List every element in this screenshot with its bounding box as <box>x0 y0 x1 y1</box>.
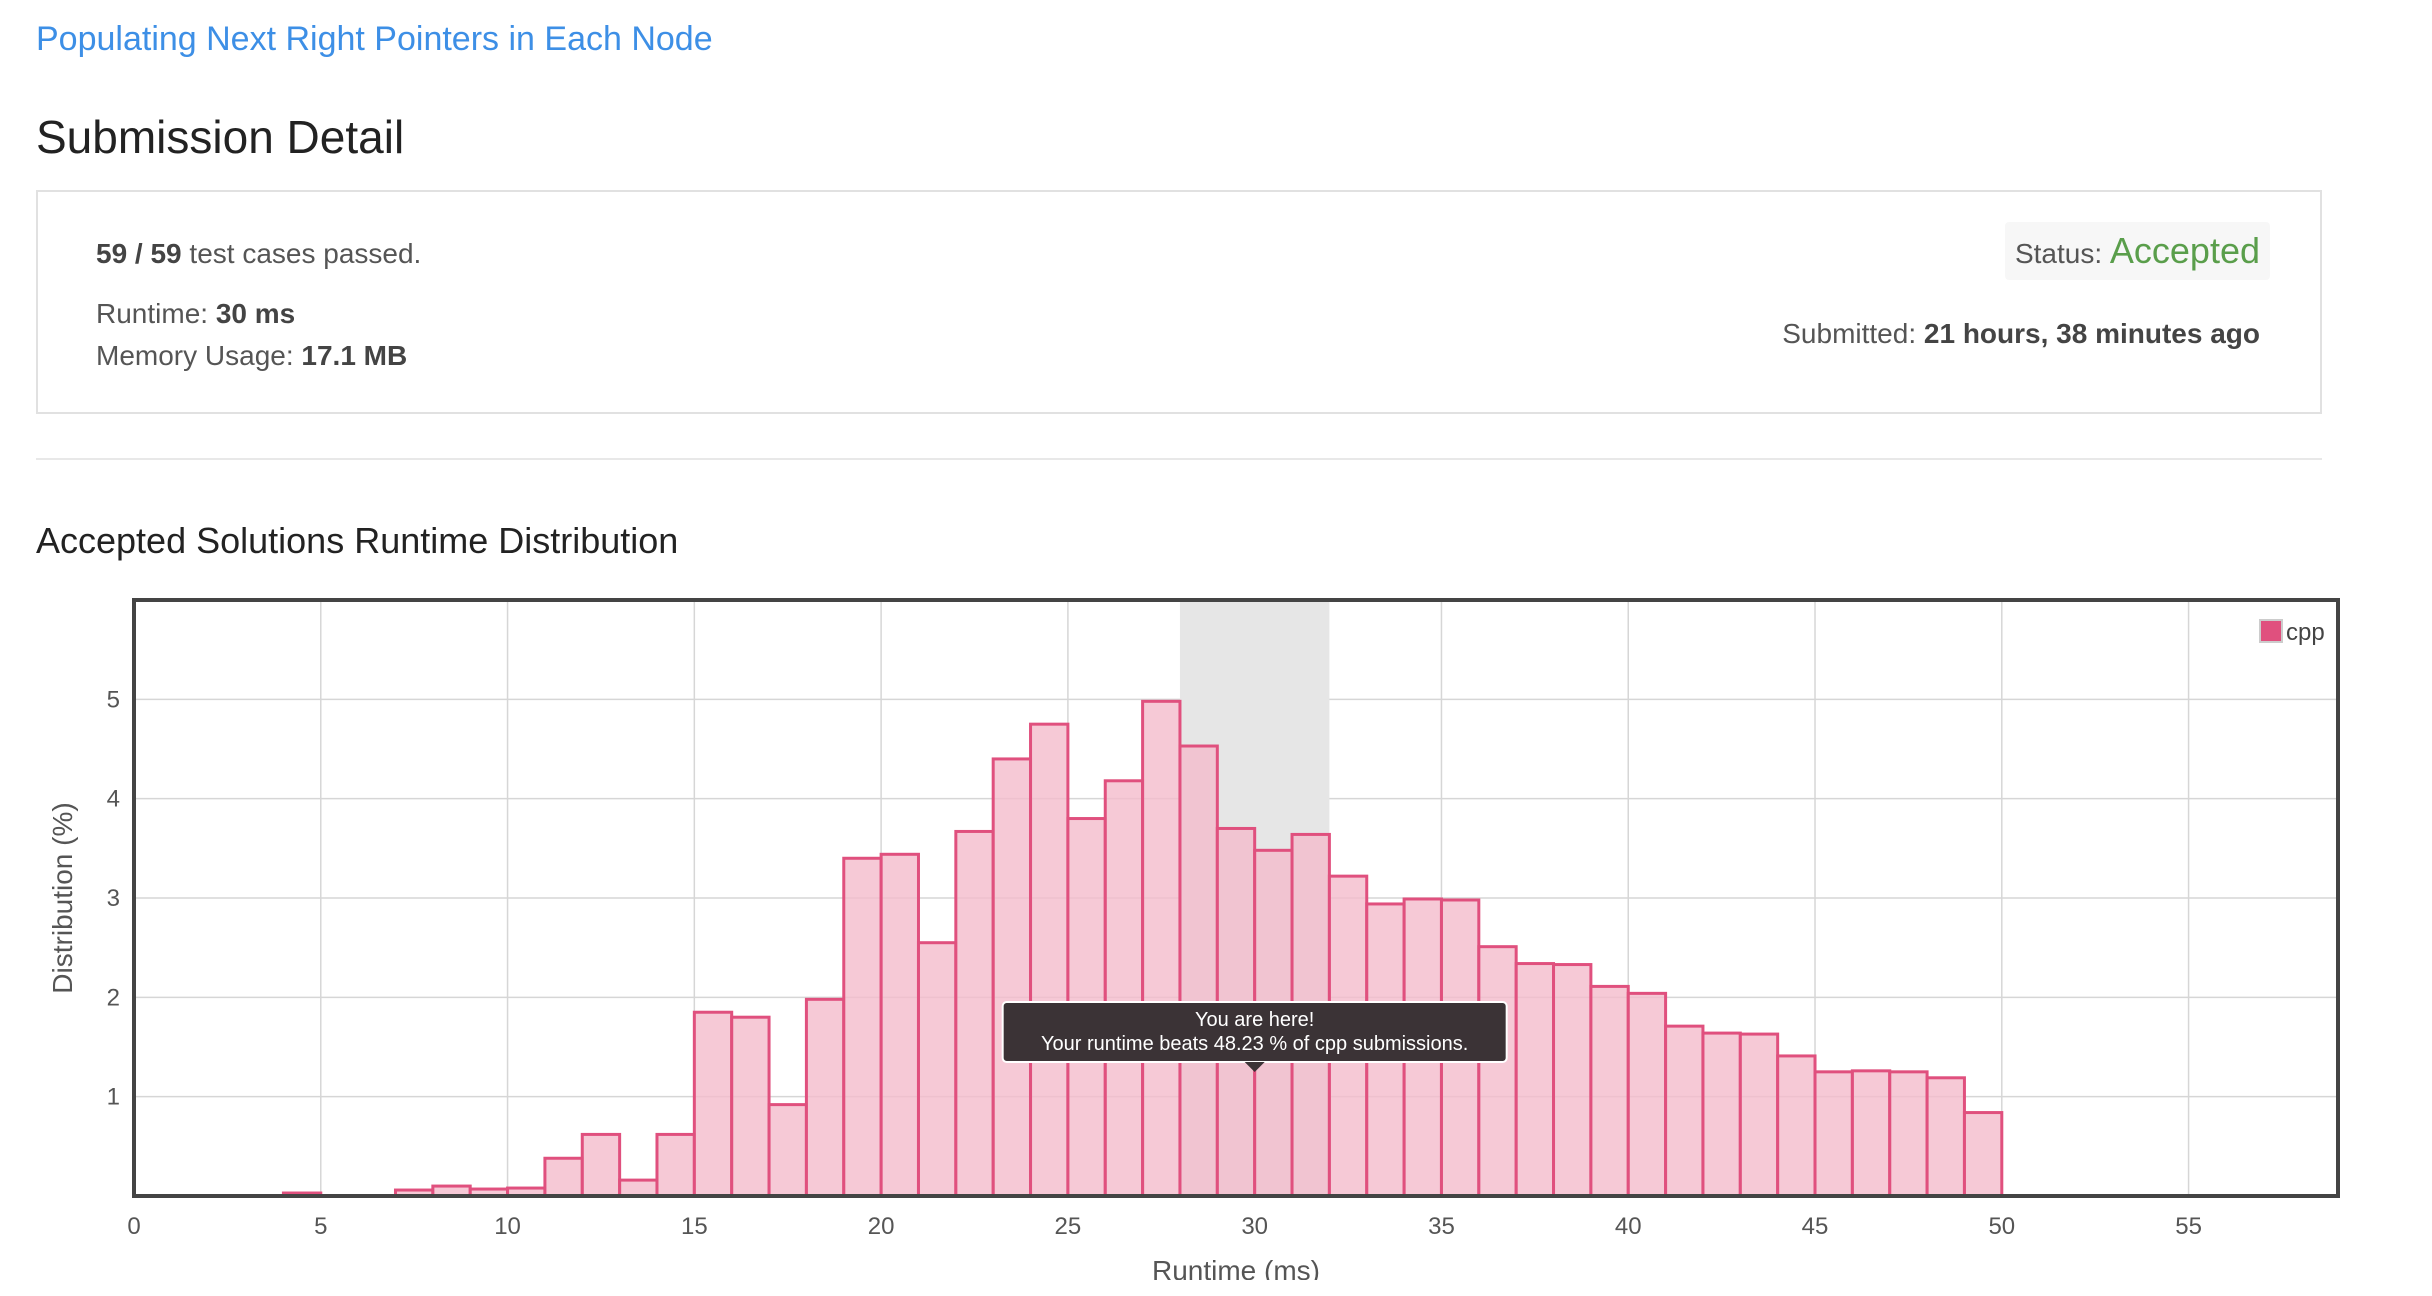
histogram-bar[interactable] <box>1626 991 1668 1198</box>
x-tick-label: 45 <box>1802 1213 1829 1240</box>
status-row: Status: Accepted <box>2004 222 2270 280</box>
x-tick-label: 40 <box>1615 1213 1642 1240</box>
histogram-bar[interactable] <box>730 1015 771 1198</box>
x-tick-label: 25 <box>1055 1213 1082 1240</box>
problem-title-link[interactable]: Populating Next Right Pointers in Each N… <box>36 20 713 58</box>
histogram-bar[interactable] <box>543 1156 584 1198</box>
histogram-bar[interactable] <box>1888 1070 1929 1198</box>
test-cases-summary: 59 / 59 test cases passed. <box>96 238 421 270</box>
histogram-bar[interactable] <box>1850 1069 1892 1198</box>
y-tick-label: 5 <box>107 686 120 713</box>
memory-label: Memory Usage: <box>96 340 302 371</box>
legend-swatch <box>2259 619 2283 643</box>
test-cases-suffix: test cases passed. <box>181 238 422 269</box>
y-tick-label: 1 <box>107 1084 120 1111</box>
y-tick-label: 2 <box>107 984 120 1011</box>
histogram-bar[interactable] <box>879 852 920 1198</box>
histogram-bar[interactable] <box>1776 1054 1817 1198</box>
histogram-bar[interactable] <box>1552 963 1593 1198</box>
status-label: Status: <box>2014 238 2110 269</box>
histogram-bar[interactable] <box>804 997 846 1198</box>
memory-value: 17.1 MB <box>301 340 408 371</box>
chart-bars <box>281 699 2004 1198</box>
test-cases-count: 59 / 59 <box>96 238 182 269</box>
x-tick-label: 10 <box>494 1213 521 1240</box>
runtime-row: Runtime: 30 ms <box>96 298 295 330</box>
histogram-bar[interactable] <box>954 829 995 1198</box>
histogram-bar[interactable] <box>916 941 958 1198</box>
y-tick-label: 4 <box>107 786 120 813</box>
x-tick-label: 0 <box>127 1213 140 1240</box>
runtime-label: Runtime: <box>96 298 216 329</box>
x-tick-label: 30 <box>1241 1213 1268 1240</box>
histogram-bar[interactable] <box>1962 1111 2004 1198</box>
histogram-bar[interactable] <box>991 757 1033 1198</box>
status-badge[interactable]: Accepted <box>2109 230 2260 271</box>
x-tick-label: 50 <box>1988 1213 2015 1240</box>
submitted-value: 21 hours, 38 minutes ago <box>1923 318 2260 349</box>
histogram-bar[interactable] <box>1589 984 1630 1198</box>
memory-row: Memory Usage: 17.1 MB <box>96 340 407 372</box>
histogram-bar[interactable] <box>618 1178 659 1198</box>
histogram-bar[interactable] <box>1738 1032 1780 1198</box>
histogram-bar[interactable] <box>692 1010 734 1198</box>
plot-frame <box>132 598 2340 1198</box>
histogram-bar[interactable] <box>655 1132 696 1198</box>
histogram-bar[interactable] <box>1925 1076 1966 1198</box>
y-tick-label: 3 <box>107 885 120 912</box>
runtime-value: 30 ms <box>215 298 296 329</box>
histogram-bar[interactable] <box>1178 744 1219 1198</box>
submitted-label: Submitted: <box>1782 318 1924 349</box>
histogram-bar[interactable] <box>767 1103 808 1198</box>
histogram-bar[interactable] <box>1029 722 1070 1198</box>
x-axis-label: Runtime (ms) <box>1152 1255 1320 1280</box>
histogram-bar[interactable] <box>1141 699 1182 1198</box>
section-divider <box>36 458 2322 460</box>
x-tick-label: 15 <box>681 1213 708 1240</box>
tooltip-arrow <box>1244 1062 1265 1072</box>
tooltip-line-2: Your runtime beats 48.23 % of cpp submis… <box>1041 1033 1468 1055</box>
x-tick-label: 35 <box>1428 1213 1455 1240</box>
x-tick-label: 55 <box>2175 1213 2202 1240</box>
histogram-bar[interactable] <box>1664 1024 1705 1198</box>
histogram-bar[interactable] <box>842 856 883 1198</box>
tooltip-line-1: You are here! <box>1195 1009 1314 1031</box>
x-tick-label: 5 <box>314 1213 327 1240</box>
histogram-bar[interactable] <box>1701 1031 1742 1198</box>
legend-label: cpp <box>2286 619 2325 646</box>
histogram-bar[interactable] <box>1514 962 1556 1198</box>
histogram-bar[interactable] <box>1477 945 1518 1198</box>
submission-detail-panel: 59 / 59 test cases passed. Runtime: 30 m… <box>36 190 2322 414</box>
submitted-row: Submitted: 21 hours, 38 minutes ago <box>1782 318 2260 350</box>
y-axis-label: Distribution (%) <box>47 802 78 993</box>
chart-legend[interactable]: cpp <box>2259 619 2325 646</box>
x-tick-label: 20 <box>868 1213 895 1240</box>
histogram-bar[interactable] <box>580 1132 622 1198</box>
histogram-bar[interactable] <box>1813 1070 1854 1198</box>
page-title: Submission Detail <box>36 111 405 163</box>
section-title: Accepted Solutions Runtime Distribution <box>36 520 679 561</box>
histogram-bar[interactable] <box>1103 779 1145 1198</box>
runtime-tooltip: You are here! Your runtime beats 48.23 %… <box>1001 1001 1508 1072</box>
